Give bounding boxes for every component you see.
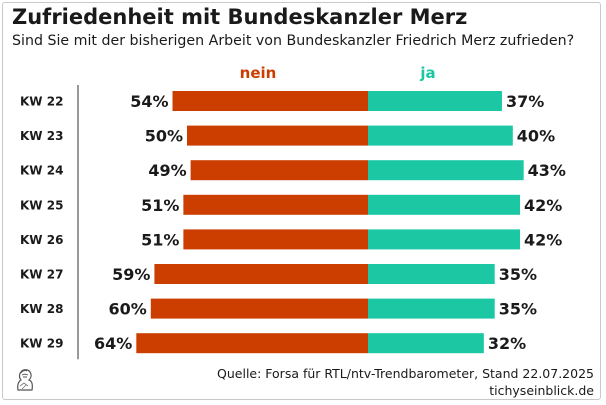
category-label: KW 27 (20, 268, 63, 282)
label-ja: 35% (499, 300, 537, 319)
label-ja: 37% (506, 92, 544, 111)
bar-nein (154, 264, 368, 284)
bar-ja (368, 229, 521, 250)
label-nein: 51% (141, 230, 179, 249)
bar-ja (368, 333, 484, 354)
bar-nein (136, 333, 368, 354)
category-label: KW 28 (20, 302, 63, 316)
bar-ja (368, 160, 524, 181)
source-note: Quelle: Forsa für RTL/ntv-Trendbarometer… (217, 366, 594, 381)
bar-ja (368, 264, 495, 284)
category-label: KW 26 (20, 233, 63, 247)
label-nein: 64% (94, 334, 132, 353)
legend-nein: nein (240, 64, 277, 82)
label-ja: 35% (499, 265, 537, 284)
label-nein: 60% (109, 300, 147, 319)
bar-ja (368, 125, 513, 146)
bar-nein (183, 229, 368, 250)
bar-nein (172, 91, 368, 111)
category-label: KW 24 (20, 164, 63, 178)
chart-subtitle: Sind Sie mit der bisherigen Arbeit von B… (12, 33, 575, 49)
bar-ja (368, 91, 502, 111)
bar-ja (368, 194, 521, 215)
label-nein: 54% (130, 92, 168, 111)
category-label: KW 25 (20, 198, 63, 212)
bar-nein (183, 194, 368, 215)
label-nein: 50% (145, 127, 183, 146)
bust-portrait-logo-icon (17, 369, 33, 391)
brand-label: tichyseinblick.de (489, 383, 594, 398)
label-ja: 32% (488, 334, 526, 353)
bar-nein (187, 125, 368, 146)
label-ja: 42% (524, 196, 562, 215)
label-nein: 51% (141, 196, 179, 215)
label-ja: 43% (528, 161, 566, 180)
bar-nein (190, 160, 368, 181)
legend-ja: ja (419, 64, 435, 82)
category-label: KW 23 (20, 129, 63, 143)
label-ja: 42% (524, 230, 562, 249)
label-nein: 49% (148, 161, 186, 180)
category-label: KW 22 (20, 95, 63, 109)
bar-ja (368, 298, 495, 319)
label-ja: 40% (517, 127, 555, 146)
chart-title: Zufriedenheit mit Bundeskanzler Merz (12, 5, 468, 29)
bar-nein (150, 298, 368, 319)
category-label: KW 29 (20, 337, 63, 351)
label-nein: 59% (112, 265, 150, 284)
